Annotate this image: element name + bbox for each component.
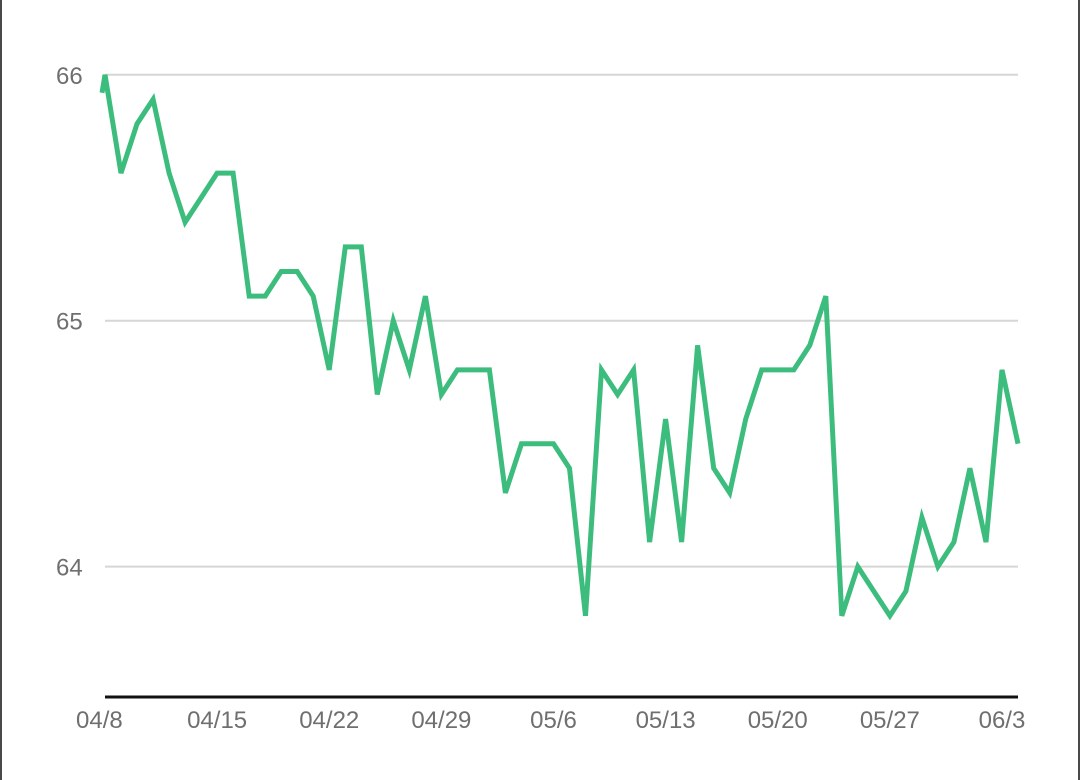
series-group xyxy=(99,74,1021,621)
x-tick-label-05-13: 05/13 xyxy=(636,707,696,734)
x-tick-label-04-29: 04/29 xyxy=(411,707,471,734)
y-tick-label-66: 66 xyxy=(56,63,83,90)
x-axis-ticks: 04/8 04/15 04/22 04/29 05/6 05/13 05/20 05/27 06… xyxy=(76,707,1025,734)
x-tick-label-04-15: 04/15 xyxy=(187,707,247,734)
x-tick-label-04-8: 04/8 xyxy=(76,707,123,734)
series-line-0 xyxy=(99,74,1021,621)
x-tick-label-05-6: 05/6 xyxy=(530,707,577,734)
y-tick-label-64: 64 xyxy=(56,555,83,582)
y-axis-ticks: 64 65 66 xyxy=(56,63,83,582)
x-tick-label-05-20: 05/20 xyxy=(748,707,808,734)
y-tick-label-65: 65 xyxy=(56,309,83,336)
x-tick-label-05-27: 05/27 xyxy=(860,707,920,734)
x-tick-label-06-3: 06/3 xyxy=(979,707,1026,734)
grid-lines xyxy=(105,73,1018,568)
x-tick-label-04-22: 04/22 xyxy=(299,707,359,734)
